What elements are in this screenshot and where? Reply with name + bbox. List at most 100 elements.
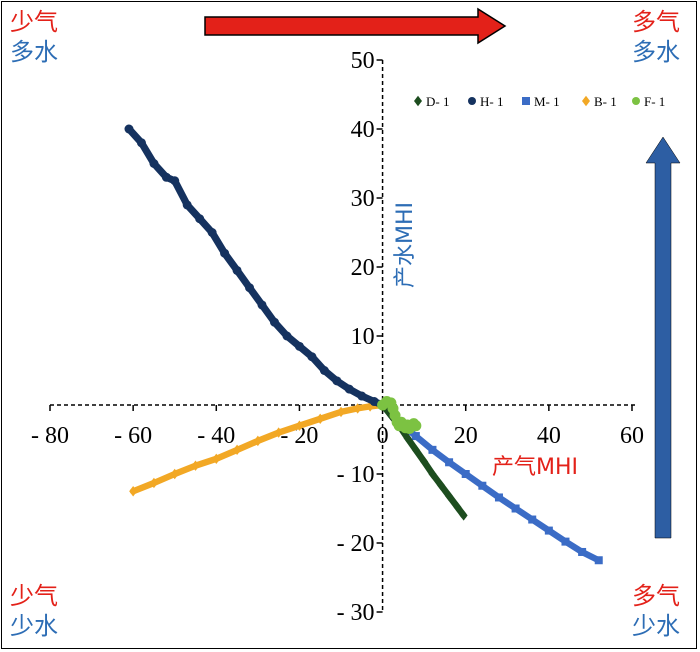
data-point [182, 200, 192, 210]
data-point [129, 486, 138, 497]
corner-top-right-water: 多水 [632, 38, 680, 66]
data-point [220, 248, 230, 258]
data-point [253, 435, 262, 447]
corner-bottom-left-gas: 少气 [10, 582, 58, 610]
data-point [307, 352, 317, 362]
data-point [161, 172, 171, 182]
data-point [445, 458, 454, 467]
data-point [453, 501, 462, 513]
data-point [170, 176, 180, 186]
data-point [124, 124, 134, 134]
series-h-1 [124, 124, 388, 410]
data-point [136, 138, 146, 148]
y-tick-label: 30 [351, 186, 375, 212]
corner-top-left-gas: 少气 [10, 8, 58, 36]
y-tick-label: 50 [351, 48, 375, 74]
data-point [149, 159, 159, 168]
data-point [428, 468, 437, 480]
legend-label: H- 1 [480, 94, 503, 109]
data-point [594, 556, 603, 565]
data-point [337, 406, 345, 418]
x-tick-label: 20 [454, 423, 478, 449]
data-point [332, 376, 342, 386]
water-increase-arrow [645, 136, 681, 539]
data-point [170, 468, 179, 480]
data-point [207, 228, 217, 237]
y-tick-label: 10 [351, 324, 375, 350]
corner-bottom-left-water: 少水 [10, 612, 58, 640]
data-point [245, 283, 255, 293]
x-tick-label: 0 [377, 423, 389, 449]
data-point [357, 391, 367, 401]
x-tick-label: - 40 [197, 423, 235, 449]
data-point [459, 510, 468, 521]
corner-top-left-water: 多水 [10, 38, 58, 66]
data-point [420, 456, 429, 467]
legend: D- 1 H- 1 M- 1 B- 1 F- 1 [414, 94, 665, 109]
corner-top-right-gas: 多气 [632, 8, 680, 36]
data-point [191, 460, 200, 471]
data-point [528, 515, 537, 524]
y-tick-label: 20 [351, 255, 375, 281]
legend-marker [632, 97, 640, 105]
data-point [428, 445, 437, 454]
data-point [282, 331, 292, 341]
data-point [295, 420, 304, 431]
data-point [436, 479, 445, 491]
data-point [411, 444, 420, 456]
x-axis-label: 产气MHI [492, 455, 578, 480]
x-tick-label: - 60 [114, 423, 152, 449]
data-point [269, 317, 279, 327]
series-f-1 [377, 396, 422, 434]
data-point [233, 444, 242, 456]
data-point [478, 481, 487, 490]
series-m-1 [378, 401, 603, 565]
legend-marker [468, 97, 476, 105]
data-point [511, 504, 520, 513]
x-tick-label: - 80 [31, 423, 69, 449]
y-axis-label: 产水MHI [393, 202, 418, 288]
legend-marker [522, 97, 530, 105]
data-point [195, 214, 205, 224]
data-point [149, 477, 158, 489]
data-point [274, 427, 283, 438]
data-point [212, 453, 221, 465]
legend-label: D- 1 [426, 94, 449, 109]
data-point [319, 366, 329, 375]
legend-marker [414, 95, 422, 107]
data-point [445, 490, 454, 502]
data-point [494, 493, 503, 502]
data-point [578, 547, 587, 556]
x-tick-label: 40 [537, 423, 561, 449]
data-point [561, 537, 570, 546]
legend-marker [582, 95, 590, 107]
legend-label: F- 1 [644, 94, 665, 109]
tick-labels: - 80- 60- 40- 20 0 20 40 60- 30- 20- 1010203… [31, 48, 644, 626]
legend-label: B- 1 [594, 94, 617, 109]
series-line [125, 125, 387, 409]
data-point [344, 384, 354, 394]
data-marks [124, 124, 603, 565]
gas-increase-arrow [204, 7, 507, 45]
data-point [232, 265, 242, 275]
data-point [403, 432, 412, 444]
y-tick-label: 40 [351, 117, 375, 143]
data-point [316, 413, 325, 424]
data-point [257, 300, 267, 310]
data-point [294, 341, 304, 351]
legend-label: M- 1 [534, 94, 560, 109]
data-point [544, 526, 553, 535]
y-tick-label: - 30 [337, 600, 375, 626]
y-tick-label: - 20 [337, 531, 375, 557]
corner-bottom-right-water: 少水 [632, 612, 680, 640]
x-tick-label: 60 [620, 423, 644, 449]
data-point [410, 420, 422, 432]
data-point [353, 403, 362, 414]
y-tick-label: - 10 [337, 462, 375, 488]
data-point [411, 432, 420, 441]
data-point [369, 397, 379, 407]
data-point [461, 470, 470, 478]
corner-bottom-right-gas: 多气 [632, 582, 680, 610]
